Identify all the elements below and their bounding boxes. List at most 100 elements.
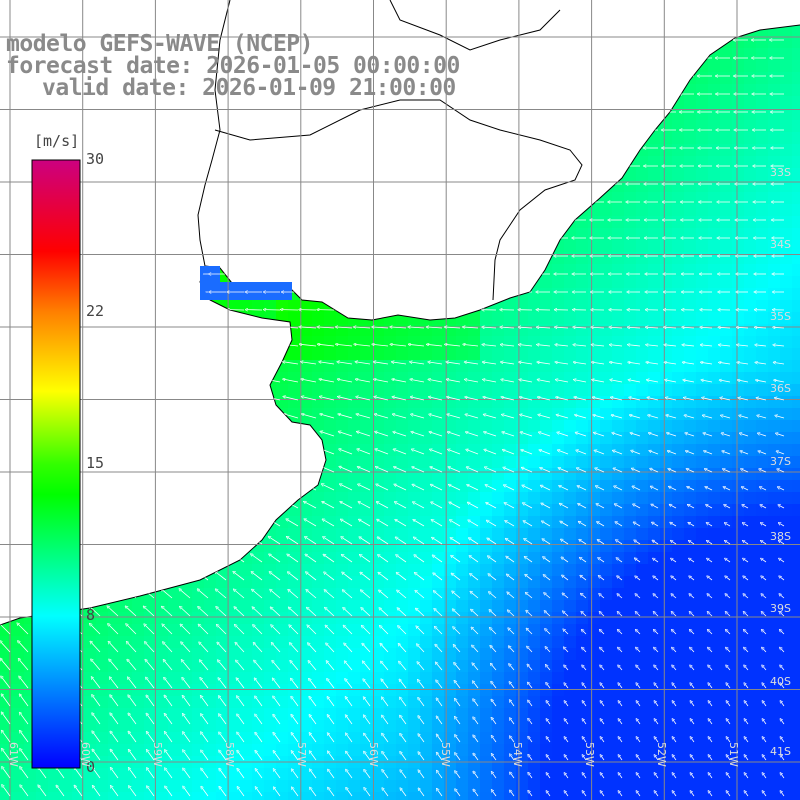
- field-cell: [660, 720, 672, 732]
- field-cell: [132, 276, 144, 288]
- field-cell: [84, 612, 96, 624]
- field-cell: [468, 60, 480, 72]
- field-cell: [360, 432, 372, 444]
- field-cell: [216, 480, 228, 492]
- field-cell: [540, 348, 552, 360]
- field-cell: [732, 504, 744, 516]
- field-cell: [84, 336, 96, 348]
- field-cell: [576, 132, 588, 144]
- field-cell: [648, 168, 660, 180]
- field-cell: [696, 12, 708, 24]
- field-cell: [492, 660, 504, 672]
- field-cell: [696, 780, 708, 792]
- field-cell: [480, 660, 492, 672]
- field-cell: [12, 264, 24, 276]
- field-cell: [744, 444, 756, 456]
- field-cell: [348, 360, 360, 372]
- field-cell: [408, 0, 420, 12]
- field-cell: [756, 624, 768, 636]
- field-cell: [216, 372, 228, 384]
- field-cell: [780, 300, 792, 312]
- field-cell: [396, 276, 408, 288]
- field-cell: [504, 768, 516, 780]
- field-cell: [792, 672, 800, 684]
- field-cell: [336, 240, 348, 252]
- field-cell: [156, 144, 168, 156]
- field-cell: [600, 120, 612, 132]
- field-cell: [456, 288, 468, 300]
- field-cell: [720, 492, 732, 504]
- field-cell: [432, 384, 444, 396]
- field-cell: [276, 636, 288, 648]
- field-cell: [12, 528, 24, 540]
- field-cell: [612, 492, 624, 504]
- field-cell: [576, 276, 588, 288]
- field-cell: [516, 120, 528, 132]
- field-cell: [360, 612, 372, 624]
- field-cell: [480, 84, 492, 96]
- field-cell: [276, 408, 288, 420]
- field-cell: [600, 276, 612, 288]
- field-cell: [588, 720, 600, 732]
- field-cell: [240, 360, 252, 372]
- field-cell: [528, 336, 540, 348]
- field-cell: [348, 504, 360, 516]
- field-cell: [744, 36, 756, 48]
- field-cell: [432, 216, 444, 228]
- field-cell: [12, 660, 24, 672]
- field-cell: [468, 420, 480, 432]
- field-cell: [624, 576, 636, 588]
- field-cell: [360, 36, 372, 48]
- field-cell: [348, 240, 360, 252]
- field-cell: [180, 636, 192, 648]
- field-cell: [288, 480, 300, 492]
- field-cell: [12, 120, 24, 132]
- field-cell: [108, 228, 120, 240]
- field-cell: [660, 72, 672, 84]
- field-cell: [192, 12, 204, 24]
- field-cell: [456, 360, 468, 372]
- field-cell: [468, 504, 480, 516]
- field-cell: [444, 504, 456, 516]
- field-cell: [672, 432, 684, 444]
- field-cell: [528, 156, 540, 168]
- field-cell: [300, 540, 312, 552]
- field-cell: [312, 204, 324, 216]
- field-cell: [480, 96, 492, 108]
- field-cell: [540, 96, 552, 108]
- field-cell: [120, 240, 132, 252]
- field-cell: [768, 0, 780, 12]
- field-cell: [12, 336, 24, 348]
- field-cell: [84, 240, 96, 252]
- field-cell: [456, 600, 468, 612]
- field-cell: [108, 372, 120, 384]
- field-cell: [516, 192, 528, 204]
- field-cell: [504, 324, 516, 336]
- field-cell: [708, 492, 720, 504]
- field-cell: [756, 48, 768, 60]
- field-cell: [624, 132, 636, 144]
- field-cell: [624, 624, 636, 636]
- field-cell: [696, 0, 708, 12]
- field-cell: [768, 528, 780, 540]
- field-cell: [252, 204, 264, 216]
- field-cell: [624, 12, 636, 24]
- field-cell: [84, 192, 96, 204]
- field-cell: [564, 168, 576, 180]
- field-cell: [108, 420, 120, 432]
- field-cell: [780, 420, 792, 432]
- field-cell: [240, 0, 252, 12]
- field-cell: [12, 576, 24, 588]
- field-cell: [264, 420, 276, 432]
- field-cell: [444, 456, 456, 468]
- field-cell: [396, 144, 408, 156]
- field-cell: [276, 300, 288, 312]
- field-cell: [156, 120, 168, 132]
- field-cell: [420, 420, 432, 432]
- field-cell: [576, 72, 588, 84]
- field-cell: [720, 672, 732, 684]
- field-cell: [600, 156, 612, 168]
- field-cell: [588, 276, 600, 288]
- field-cell: [180, 360, 192, 372]
- field-cell: [108, 660, 120, 672]
